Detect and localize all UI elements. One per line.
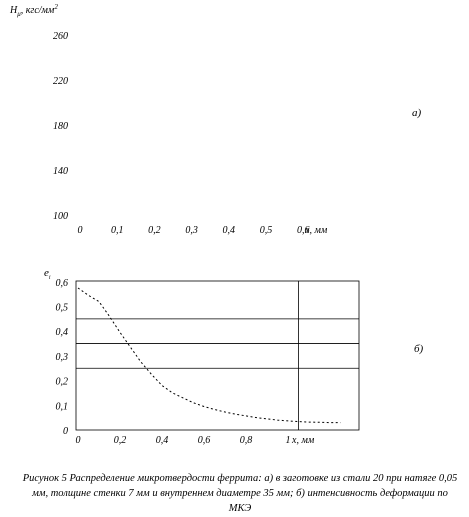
chart-a-panel-label: а) [412, 107, 422, 119]
chart-a-y-ticks: 260 220 180 140 100 [53, 31, 68, 222]
chart-b-y-axis-label-sub: i [49, 275, 51, 281]
chart-a-x-tick-label-3: 0,3 [185, 225, 198, 236]
chart-b-x-tick-label-3: 0,6 [198, 435, 211, 446]
chart-a-y-tick-label-4: 100 [53, 211, 68, 222]
chart-b-x-tick-label-2: 0,4 [156, 435, 169, 446]
chart-b-y-tick-label-3: 0,3 [56, 352, 69, 363]
chart-b-y-tick-label-0: 0,6 [56, 278, 69, 289]
chart-a-x-tick-label-6: 0,6 [297, 225, 310, 236]
chart-a: Hμ, кгс/мм2 260 220 180 140 100 0 0,1 0,2 0,3 0,… [9, 3, 422, 236]
chart-b-x-unit: x, мм [291, 435, 315, 446]
chart-b-y-tick-label-5: 0,1 [56, 401, 69, 412]
chart-b-plot-frame [75, 280, 360, 431]
chart-a-x-tick-label-4: 0,4 [223, 225, 236, 236]
chart-b-series-line [77, 287, 341, 424]
chart-a-y-axis-label-main: H [9, 5, 18, 16]
chart-b-y-tick-label-6: 0 [63, 426, 68, 437]
chart-b-x-tick-label-5: 1 [286, 435, 291, 446]
chart-a-y-tick-label-2: 180 [53, 121, 68, 132]
chart-b-x-tick-label-1: 0,2 [114, 435, 127, 446]
chart-b-y-axis-label: ei [44, 267, 51, 281]
chart-b-y-tick-label-4: 0,2 [56, 377, 69, 388]
chart-a-x-ticks: 0 0,1 0,2 0,3 0,4 0,5 0,6 [78, 225, 310, 236]
chart-a-y-axis-label-sub: μ [17, 10, 21, 18]
chart-b: ei 0,6 0,5 0,4 0,3 0,2 0,1 0 0 0,2 0,4 0,6 0,8 1 x,… [44, 267, 424, 446]
chart-a-y-axis-label-sup: 2 [54, 3, 58, 11]
chart-b-y-tick-label-2: 0,4 [56, 327, 69, 338]
figure-caption: Рисунок 5 Распределение микротвердости ф… [22, 473, 458, 514]
chart-a-y-tick-label-1: 220 [53, 76, 68, 87]
chart-b-panel-label: б) [414, 343, 424, 355]
chart-b-grid-lines [76, 318, 359, 369]
chart-a-y-tick-label-0: 260 [53, 31, 68, 42]
chart-a-x-tick-label-1: 0,1 [111, 225, 124, 236]
chart-a-x-tick-label-2: 0,2 [148, 225, 161, 236]
chart-a-y-axis-label: Hμ, кгс/мм2 [9, 3, 58, 18]
chart-a-x-tick-label-5: 0,5 [260, 225, 273, 236]
chart-b-x-tick-label-0: 0 [76, 435, 81, 446]
chart-a-y-axis-label-units: , кгс/мм [21, 5, 55, 16]
chart-b-x-ticks: 0 0,2 0,4 0,6 0,8 1 [76, 435, 291, 446]
chart-b-y-ticks: 0,6 0,5 0,4 0,3 0,2 0,1 0 [56, 278, 69, 437]
chart-a-x-tick-label-0: 0 [78, 225, 83, 236]
chart-b-x-tick-label-4: 0,8 [240, 435, 253, 446]
chart-a-x-unit: x, мм [304, 225, 328, 236]
chart-a-y-tick-label-3: 140 [53, 166, 68, 177]
chart-b-y-tick-label-1: 0,5 [56, 303, 69, 314]
chart-b-y-axis-label-main: e [44, 267, 49, 279]
